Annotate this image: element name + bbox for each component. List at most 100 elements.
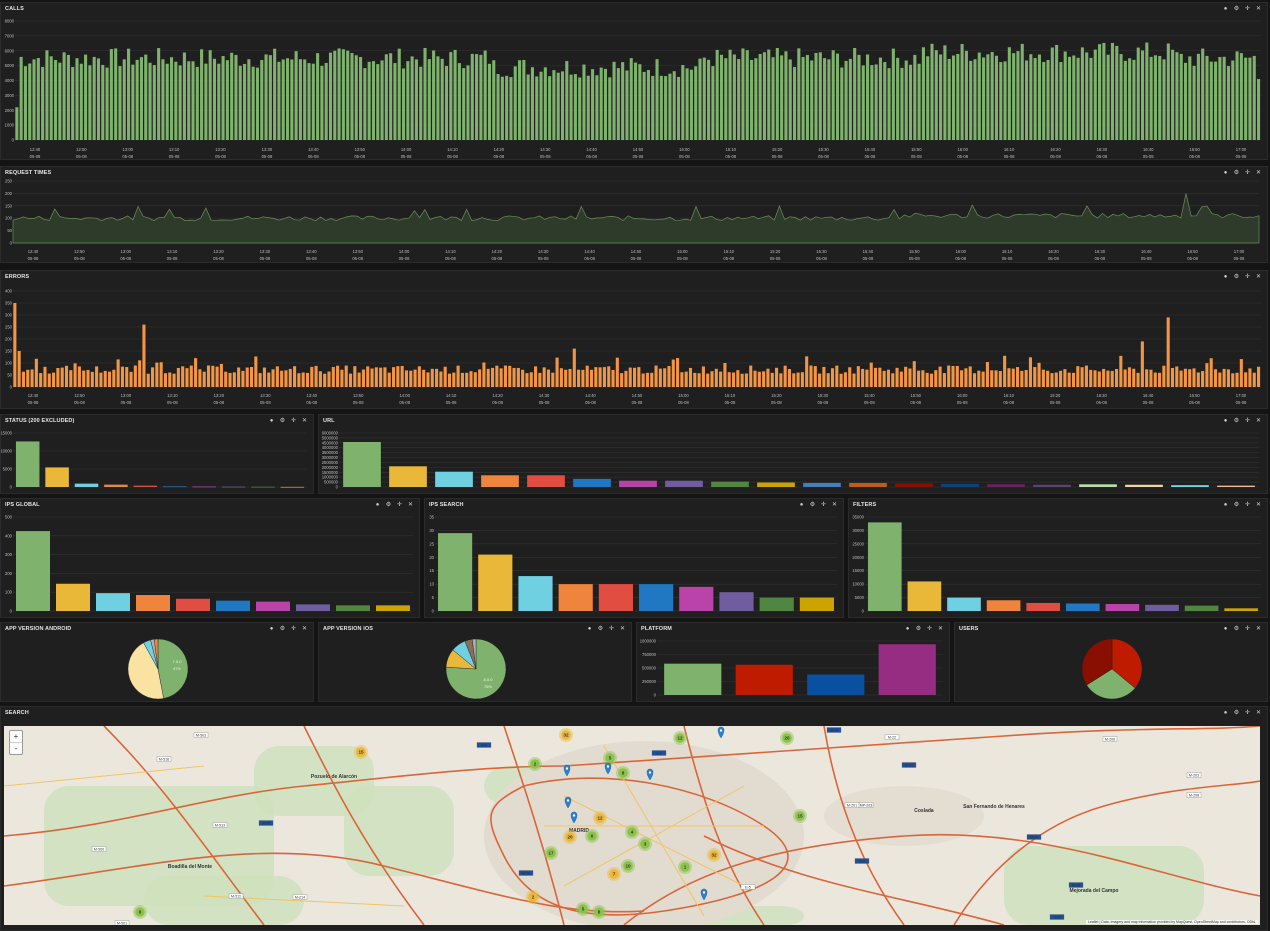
info-icon[interactable]: ● <box>269 418 274 424</box>
call-bar <box>384 54 388 140</box>
gear-icon[interactable]: ⚙ <box>1233 710 1240 716</box>
error-bar <box>628 367 632 387</box>
close-icon[interactable]: ✕ <box>301 418 308 424</box>
info-icon[interactable]: ● <box>1223 170 1228 176</box>
error-bar <box>589 369 594 387</box>
error-bar <box>280 370 284 387</box>
move-icon[interactable]: ✛ <box>1244 170 1251 176</box>
x-tick-label: 14:50 <box>632 393 643 398</box>
gear-icon[interactable]: ⚙ <box>1233 626 1240 632</box>
call-bar <box>750 59 754 140</box>
error-bar <box>555 357 559 387</box>
close-icon[interactable]: ✕ <box>1255 710 1262 716</box>
move-icon[interactable]: ✛ <box>1244 502 1251 508</box>
move-icon[interactable]: ✛ <box>1244 626 1251 632</box>
error-bar <box>215 366 219 387</box>
zoom-out-button[interactable]: - <box>10 742 22 754</box>
close-icon[interactable]: ✕ <box>937 626 944 632</box>
ios-pie-chart: 8.5.0 76% <box>445 638 507 700</box>
x-tick-date: 05-08 <box>1002 256 1013 261</box>
close-icon[interactable]: ✕ <box>1255 6 1262 12</box>
call-bar <box>436 56 440 140</box>
move-icon[interactable]: ✛ <box>396 502 403 508</box>
call-bar <box>88 65 92 140</box>
x-tick-label: 14:00 <box>401 147 412 152</box>
info-icon[interactable]: ● <box>1223 418 1228 424</box>
info-icon[interactable]: ● <box>1223 274 1228 280</box>
gear-icon[interactable]: ⚙ <box>279 418 286 424</box>
call-bar <box>539 71 543 140</box>
error-bar <box>1041 369 1045 387</box>
close-icon[interactable]: ✕ <box>619 626 626 632</box>
move-icon[interactable]: ✛ <box>820 502 827 508</box>
y-tick-label: 500000 <box>324 480 339 485</box>
close-icon[interactable]: ✕ <box>831 502 838 508</box>
gear-icon[interactable]: ⚙ <box>1233 6 1240 12</box>
close-icon[interactable]: ✕ <box>1255 274 1262 280</box>
call-bar <box>19 56 23 140</box>
call-bar <box>440 58 444 140</box>
call-bar <box>1042 61 1046 141</box>
move-icon[interactable]: ✛ <box>290 418 297 424</box>
move-icon[interactable]: ✛ <box>1244 710 1251 716</box>
call-bar <box>754 58 758 140</box>
call-bar <box>410 56 414 140</box>
close-icon[interactable]: ✕ <box>1255 626 1262 632</box>
call-bar <box>1063 51 1067 140</box>
errors-chart: 0 50 100 150 200 250 300 350 400 12:40 05-08 12:50 0… <box>5 289 1261 405</box>
close-icon[interactable]: ✕ <box>407 502 414 508</box>
bar <box>849 482 887 487</box>
x-tick-label: 13:20 <box>213 249 224 254</box>
error-bar <box>787 369 792 387</box>
error-bar <box>740 373 744 387</box>
error-bar <box>598 367 602 387</box>
info-icon[interactable]: ● <box>1223 502 1228 508</box>
move-icon[interactable]: ✛ <box>926 626 933 632</box>
search-map[interactable]: Pozuelo de Alarcón Boadilla del Monte Cosl… <box>4 726 1260 925</box>
error-bar <box>1097 371 1101 387</box>
gear-icon[interactable]: ⚙ <box>1233 170 1240 176</box>
x-tick-label: 15:40 <box>863 249 874 254</box>
close-icon[interactable]: ✕ <box>301 626 308 632</box>
call-bar <box>844 60 848 140</box>
gear-icon[interactable]: ⚙ <box>809 502 816 508</box>
gear-icon[interactable]: ⚙ <box>597 626 604 632</box>
x-tick-label: 15:10 <box>724 249 735 254</box>
info-icon[interactable]: ● <box>1223 710 1228 716</box>
x-tick-label: 13:00 <box>121 249 132 254</box>
info-icon[interactable]: ● <box>375 502 380 508</box>
gear-icon[interactable]: ⚙ <box>1233 418 1240 424</box>
info-icon[interactable]: ● <box>1223 626 1228 632</box>
move-icon[interactable]: ✛ <box>1244 274 1251 280</box>
x-tick-date: 05-08 <box>1048 256 1059 261</box>
zoom-in-button[interactable]: + <box>13 732 19 741</box>
pin-dot <box>572 814 576 817</box>
close-icon[interactable]: ✕ <box>1255 170 1262 176</box>
error-bar <box>1011 368 1015 387</box>
gear-icon[interactable]: ⚙ <box>915 626 922 632</box>
info-icon[interactable]: ● <box>269 626 274 632</box>
error-bar <box>917 370 921 387</box>
call-bar <box>702 57 706 140</box>
gear-icon[interactable]: ⚙ <box>385 502 392 508</box>
info-icon[interactable]: ● <box>799 502 804 508</box>
gear-icon[interactable]: ⚙ <box>1233 502 1240 508</box>
error-bar <box>538 372 542 387</box>
call-bar <box>1067 56 1072 140</box>
move-icon[interactable]: ✛ <box>1244 418 1251 424</box>
error-bar <box>1050 373 1054 387</box>
info-icon[interactable]: ● <box>1223 6 1228 12</box>
info-icon[interactable]: ● <box>905 626 910 632</box>
move-icon[interactable]: ✛ <box>608 626 615 632</box>
bar <box>16 531 50 611</box>
map-layer[interactable]: Pozuelo de Alarcón Boadilla del Monte Cosl… <box>4 726 1260 925</box>
close-icon[interactable]: ✕ <box>1255 502 1262 508</box>
info-icon[interactable]: ● <box>587 626 592 632</box>
move-icon[interactable]: ✛ <box>290 626 297 632</box>
close-icon[interactable]: ✕ <box>1255 418 1262 424</box>
gear-icon[interactable]: ⚙ <box>1233 274 1240 280</box>
bar <box>799 597 834 611</box>
error-bar <box>727 372 731 387</box>
gear-icon[interactable]: ⚙ <box>279 626 286 632</box>
move-icon[interactable]: ✛ <box>1244 6 1251 12</box>
